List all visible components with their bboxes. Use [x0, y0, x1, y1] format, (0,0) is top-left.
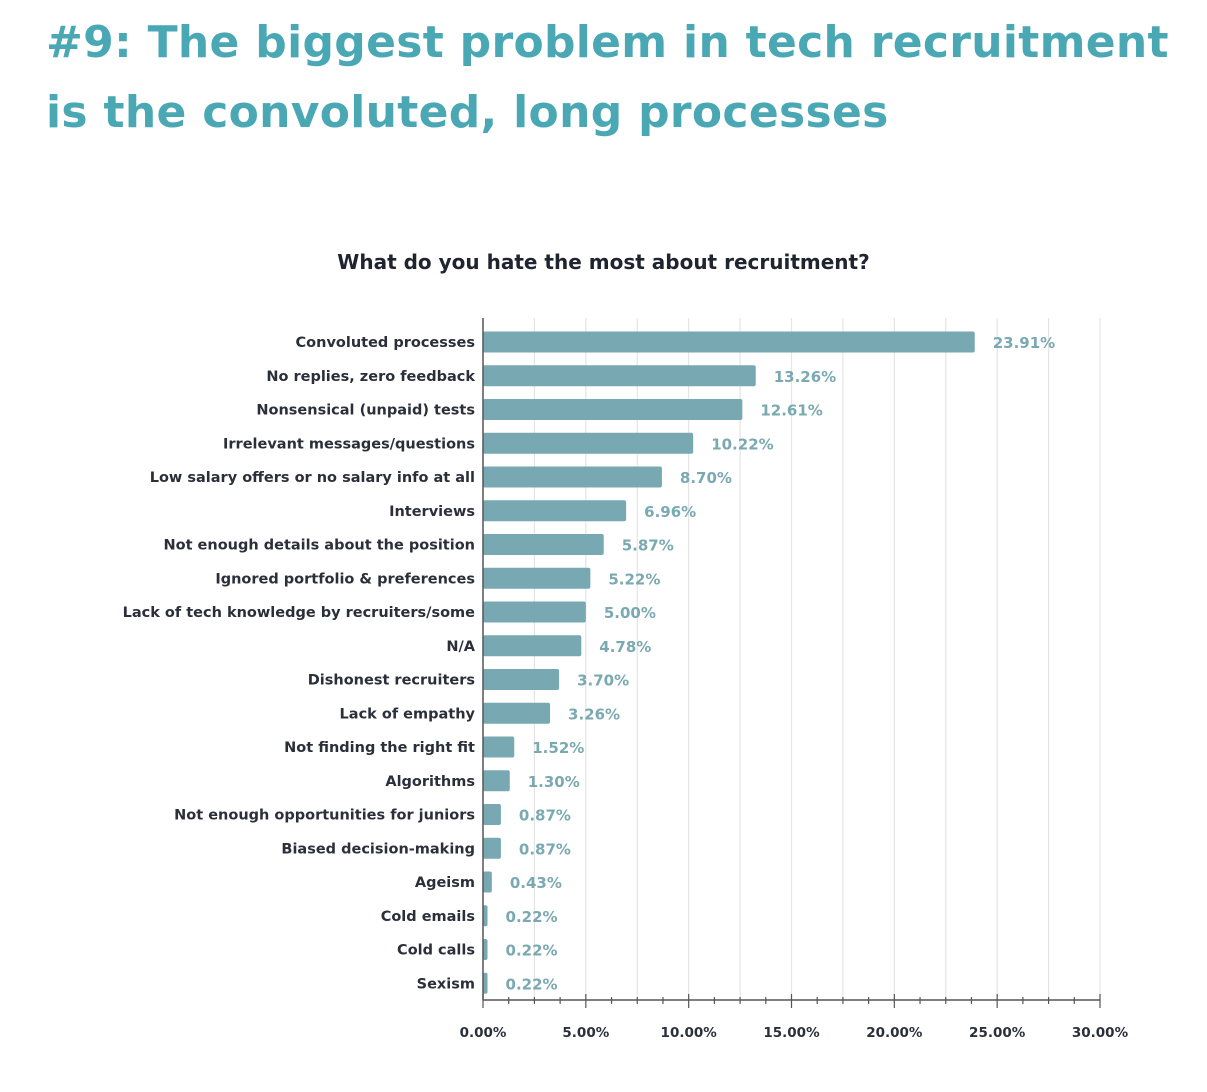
category-label: Sexism — [417, 976, 475, 992]
value-label: 5.00% — [604, 604, 656, 622]
value-label: 8.70% — [680, 469, 732, 487]
bar — [483, 939, 488, 960]
value-label: 3.26% — [568, 705, 620, 723]
category-label: Cold emails — [381, 909, 475, 925]
value-label: 0.22% — [506, 975, 558, 993]
category-label: No replies, zero feedback — [266, 369, 475, 385]
bar — [483, 601, 586, 623]
value-label: 5.22% — [608, 570, 660, 588]
axes — [482, 318, 1101, 1008]
x-tick-label: 25.00% — [969, 1025, 1026, 1041]
value-label: 13.26% — [774, 368, 836, 386]
x-tick-label: 0.00% — [460, 1025, 507, 1041]
bar — [483, 365, 756, 387]
category-label: Not enough details about the position — [163, 538, 475, 554]
category-label: Nonsensical (unpaid) tests — [256, 403, 475, 419]
category-label: Not enough opportunities for juniors — [174, 808, 475, 824]
bar — [483, 702, 551, 724]
value-label: 1.30% — [528, 773, 580, 791]
category-label: Cold calls — [397, 943, 475, 959]
value-label: 23.91% — [993, 334, 1055, 352]
category-label: Convoluted processes — [296, 335, 475, 351]
x-tick-label: 15.00% — [763, 1025, 820, 1041]
value-label: 4.78% — [599, 638, 651, 656]
page-title: #9: The biggest problem in tech recruitm… — [46, 17, 1169, 138]
category-label: Low salary offers or no salary info at a… — [150, 470, 475, 486]
category-label: Irrelevant messages/questions — [223, 436, 475, 452]
bar — [483, 905, 488, 927]
bar — [483, 770, 510, 792]
value-label: 3.70% — [577, 672, 629, 690]
value-label: 0.22% — [506, 942, 558, 960]
value-label: 0.43% — [510, 874, 562, 892]
bar — [483, 736, 515, 758]
category-label: Lack of empathy — [340, 706, 476, 722]
category-label: Ignored portfolio & preferences — [215, 571, 475, 587]
category-label: Interviews — [389, 504, 475, 520]
category-label: Not finding the right fit — [284, 740, 475, 756]
bar — [483, 466, 662, 488]
bar — [483, 567, 591, 589]
x-tick-label: 20.00% — [866, 1025, 923, 1041]
x-tick-label: 30.00% — [1072, 1025, 1129, 1041]
gridlines — [533, 318, 1101, 1000]
category-label: Lack of tech knowledge by recruiters/som… — [123, 605, 476, 621]
bar — [483, 500, 627, 522]
value-label: 0.22% — [506, 908, 558, 926]
x-tick-label: 5.00% — [562, 1025, 609, 1041]
value-label: 1.52% — [532, 739, 584, 757]
value-label: 0.87% — [519, 840, 571, 858]
bar — [483, 669, 560, 690]
labels: Convoluted processes 23.91% No replies, ze… — [123, 334, 1129, 1041]
value-label: 12.61% — [760, 402, 822, 420]
bar — [483, 635, 582, 657]
value-label: 6.96% — [644, 503, 696, 521]
category-label: Ageism — [415, 875, 475, 891]
bar — [483, 432, 694, 454]
value-label: 0.87% — [519, 807, 571, 825]
bar — [483, 972, 488, 994]
x-tick-label: 10.00% — [661, 1025, 718, 1041]
bar — [483, 534, 604, 555]
bar — [483, 871, 492, 893]
value-label: 10.22% — [711, 435, 773, 453]
bar — [483, 837, 501, 859]
bar — [483, 331, 975, 353]
chart-title: What do you hate the most about recruitm… — [337, 250, 870, 274]
bar — [483, 399, 743, 420]
category-label: N/A — [446, 639, 475, 655]
bar — [483, 804, 501, 825]
value-label: 5.87% — [622, 537, 674, 555]
bars — [483, 331, 975, 994]
category-label: Biased decision-making — [281, 841, 475, 857]
category-label: Algorithms — [385, 774, 475, 790]
category-label: Dishonest recruiters — [308, 673, 475, 689]
